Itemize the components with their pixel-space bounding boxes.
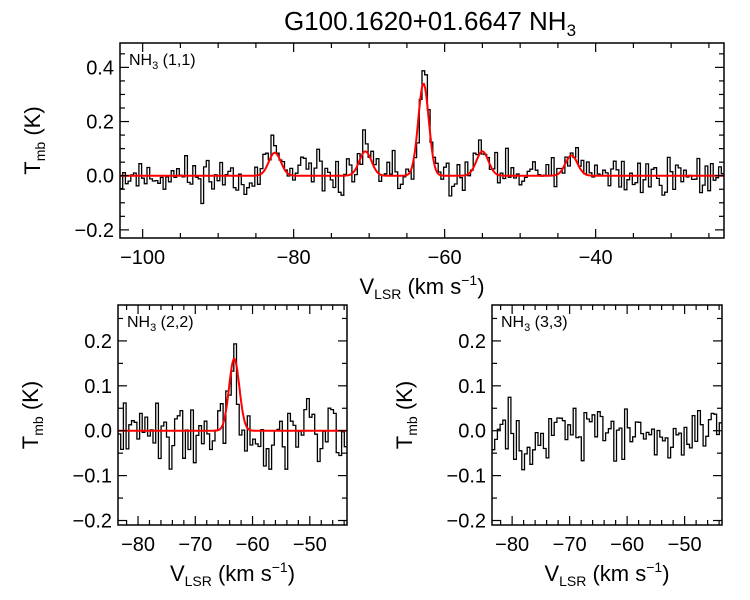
panel-label-sub: 3 — [524, 322, 530, 334]
x-label-end: ) — [477, 274, 484, 299]
x-label-sup: −1 — [461, 272, 477, 288]
y-tick-label: −0.1 — [73, 466, 112, 488]
fit-curve-p11 — [120, 83, 724, 177]
x-label-main: V — [170, 561, 185, 586]
panel-label-rest: (2,2) — [156, 314, 193, 331]
x-tick-label: −40 — [579, 247, 613, 269]
x-tick-label: −80 — [121, 534, 155, 556]
y-tick-label: 0.2 — [86, 112, 114, 134]
x-tick-label: −50 — [293, 534, 327, 556]
x-label-sub: LSR — [559, 573, 586, 589]
panel-label-main: NH — [127, 314, 150, 331]
panel-label-sub: 3 — [152, 60, 158, 72]
y-tick-label: 0.4 — [86, 57, 114, 79]
x-label-rest: (km s — [212, 561, 272, 586]
y-tick-label: 0.0 — [458, 421, 486, 443]
y-tick-label: 0.0 — [86, 166, 114, 188]
y-label-main: T — [18, 436, 43, 449]
panel-p33: −80 −70 −60 −50 −0.2 −0.1 0.0 0.1 0.2 NH3 (3,3) VL… — [392, 304, 723, 589]
y-label-sub: mb — [32, 142, 48, 162]
y-tick-label: −0.1 — [447, 466, 486, 488]
panel-label-rest: (1,1) — [158, 52, 195, 69]
axes-frame-p33 — [491, 304, 723, 526]
x-label-sup: −1 — [272, 559, 288, 575]
x-label-rest: (km s — [586, 561, 646, 586]
x-tick-label: −70 — [178, 534, 212, 556]
spectrum-p11 — [120, 70, 724, 205]
x-label-sub: LSR — [374, 286, 401, 302]
axes-frame-p11 — [119, 42, 725, 239]
x-label-rest: (km s — [401, 274, 461, 299]
x-tick-label: −80 — [495, 534, 529, 556]
panel-label-sub: 3 — [150, 322, 156, 334]
x-axis-label-p11: VLSR (km s−1) — [359, 272, 484, 302]
y-label-rest: (K) — [18, 381, 43, 416]
axes-frame-p22 — [117, 304, 348, 526]
y-label-main: T — [20, 161, 45, 174]
x-tick-label: −80 — [277, 247, 311, 269]
x-tick-label: −50 — [668, 534, 702, 556]
figure-title: G100.1620+01.6647 NH3 — [284, 6, 576, 40]
y-tick-label: 0.2 — [458, 331, 486, 353]
panel-label-p22: NH3 (2,2) — [127, 314, 194, 334]
y-tick-label: 0.2 — [84, 331, 112, 353]
x-label-end: ) — [288, 561, 295, 586]
y-tick-label: −0.2 — [447, 511, 486, 533]
x-axis-label-p22: VLSR (km s−1) — [170, 559, 295, 589]
x-label-sup: −1 — [646, 559, 662, 575]
y-label-rest: (K) — [392, 381, 417, 416]
y-label-rest: (K) — [20, 106, 45, 141]
y-tick-label: −0.2 — [75, 220, 114, 242]
x-tick-label: −60 — [236, 534, 270, 556]
y-axis-label-p22: Tmb (K) — [18, 381, 46, 449]
panel-p22: −80 −70 −60 −50 −0.2 −0.1 0.0 0.1 0.2 NH3 (2,2) VL… — [18, 304, 348, 589]
y-tick-label: 0.1 — [84, 376, 112, 398]
panel-label-p33: NH3 (3,3) — [501, 314, 568, 334]
panel-label-rest: (3,3) — [530, 314, 567, 331]
y-axis-label-p33: Tmb (K) — [392, 381, 420, 449]
x-label-main: V — [544, 561, 559, 586]
y-label-main: T — [392, 436, 417, 449]
y-label-sub: mb — [30, 416, 46, 436]
panel-label-main: NH — [501, 314, 524, 331]
y-tick-label: −0.2 — [73, 511, 112, 533]
spectrum-p22 — [118, 343, 347, 470]
y-tick-label: 0.1 — [458, 376, 486, 398]
panel-label-main: NH — [129, 52, 152, 69]
fit-curve-p22 — [118, 357, 347, 432]
x-label-end: ) — [662, 561, 669, 586]
x-label-main: V — [359, 274, 374, 299]
x-label-sub: LSR — [185, 573, 212, 589]
x-tick-label: −70 — [553, 534, 587, 556]
x-axis-label-p33: VLSR (km s−1) — [544, 559, 669, 589]
x-tick-label: −60 — [610, 534, 644, 556]
spectrum-p33 — [492, 396, 722, 471]
y-axis-label-p11: Tmb (K) — [20, 106, 48, 174]
y-label-sub: mb — [404, 416, 420, 436]
x-tick-label: −100 — [120, 247, 165, 269]
panel-p11: −100 −80 −60 −40 −0.2 0.0 0.2 0.4 NH3 (1,1) VLSR … — [20, 42, 725, 302]
panel-label-p11: NH3 (1,1) — [129, 52, 196, 72]
y-tick-label: 0.0 — [84, 421, 112, 443]
panels: −100 −80 −60 −40−0.20.00.20.4 NH3 (1,1)VLSR … — [18, 42, 725, 589]
x-tick-label: −60 — [428, 247, 462, 269]
